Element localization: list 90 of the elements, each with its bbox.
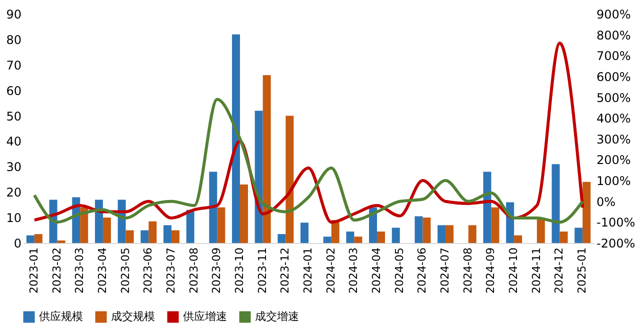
- x-tick-label: 2023-11: [256, 248, 269, 294]
- y-tick-label: 60: [6, 84, 22, 98]
- bar: [140, 230, 149, 243]
- x-tick-label: 2024-10: [507, 248, 520, 294]
- y-tick-label: 50: [6, 109, 22, 124]
- x-tick-label: 2023-03: [73, 248, 86, 294]
- y2-tick-label: 500%: [596, 90, 631, 105]
- bar: [126, 230, 134, 243]
- bar: [377, 232, 386, 243]
- bar: [582, 182, 591, 243]
- bar: [446, 225, 454, 243]
- bar: [354, 236, 362, 243]
- x-tick-label: 2023-06: [142, 248, 155, 294]
- line-series: [32, 98, 584, 224]
- x-tick-label: 2024-09: [484, 248, 498, 294]
- legend-label: 成交规模: [111, 310, 155, 323]
- bar: [491, 207, 500, 243]
- x-tick-label: 2025-01: [576, 248, 589, 294]
- bar: [483, 172, 492, 243]
- x-tick-label: 2024-11: [530, 248, 543, 294]
- bar: [552, 164, 560, 243]
- y2-tick-label: 0%: [596, 194, 616, 209]
- bar: [286, 116, 294, 243]
- bar: [468, 225, 476, 243]
- bar: [209, 172, 218, 243]
- x-tick-label: 2024-12: [552, 248, 566, 294]
- y2-tick-label: 800%: [596, 28, 631, 42]
- x-tick-label: 2024-03: [347, 248, 360, 294]
- x-tick-label: 2024-05: [392, 248, 406, 294]
- x-tick-label: 2023-08: [187, 248, 200, 294]
- bar: [80, 207, 88, 243]
- x-tick-label: 2023-01: [27, 248, 40, 294]
- bar: [438, 225, 446, 243]
- bar: [346, 232, 354, 243]
- y-tick-label: 20: [6, 186, 22, 200]
- y-tick-label: 0: [14, 236, 22, 250]
- bar: [323, 236, 332, 243]
- bar: [94, 200, 103, 243]
- y2-tick-label: 400%: [596, 112, 631, 126]
- y-tick-label: 80: [6, 32, 22, 47]
- bar: [422, 218, 431, 243]
- y2-tick-label: 200%: [596, 153, 631, 168]
- y2-tick-label: 900%: [596, 8, 631, 22]
- y-tick-label: 40: [6, 134, 22, 149]
- x-tick-label: 2024-02: [324, 248, 338, 294]
- x-tick-label: 2023-09: [210, 248, 224, 294]
- x-tick-label: 2024-04: [370, 248, 384, 294]
- bar: [26, 235, 34, 243]
- bar: [560, 232, 568, 243]
- legend-label: 供应规模: [39, 310, 83, 323]
- y2-tick-label: 700%: [596, 49, 631, 64]
- x-tick-label: 2023-04: [96, 248, 109, 294]
- bar: [163, 225, 172, 243]
- bar: [536, 218, 545, 243]
- y-tick-label: 30: [6, 160, 22, 174]
- legend-label: 成交增速: [255, 310, 299, 323]
- bar: [102, 218, 111, 243]
- legend-label: 供应增速: [183, 310, 227, 323]
- bar: [232, 34, 240, 243]
- y-tick-label: 90: [6, 8, 22, 22]
- bar: [300, 222, 308, 243]
- bar: [262, 75, 271, 243]
- x-tick-label: 2023-12: [278, 248, 292, 294]
- bar: [34, 234, 42, 243]
- x-tick-label: 2023-07: [164, 248, 178, 294]
- bar: [171, 230, 180, 243]
- x-tick-label: 2024-01: [302, 248, 314, 294]
- x-tick-label: 2023-05: [118, 248, 132, 294]
- x-tick-label: 2024-08: [461, 248, 474, 294]
- y2-tick-label: 300%: [596, 132, 631, 146]
- y2-tick-label: -200%: [596, 236, 636, 250]
- bar: [278, 234, 286, 243]
- bar: [514, 235, 522, 243]
- bar: [186, 210, 194, 243]
- bar: [414, 216, 423, 243]
- bar: [57, 240, 66, 243]
- bar: [392, 228, 400, 243]
- x-tick-label: 2024-06: [416, 248, 429, 294]
- x-tick-label: 2024-07: [438, 248, 452, 294]
- x-tick-label: 2023-02: [50, 248, 64, 294]
- bar: [217, 207, 226, 243]
- y-tick-label: 10: [6, 211, 22, 226]
- x-tick-label: 2023-10: [232, 248, 246, 294]
- y2-tick-label: 600%: [596, 70, 631, 84]
- bar: [240, 184, 248, 243]
- y2-tick-label: -100%: [596, 216, 636, 230]
- bar: [148, 221, 157, 243]
- bar: [574, 228, 583, 243]
- y-tick-label: 70: [6, 58, 22, 72]
- y2-tick-label: 100%: [596, 174, 631, 188]
